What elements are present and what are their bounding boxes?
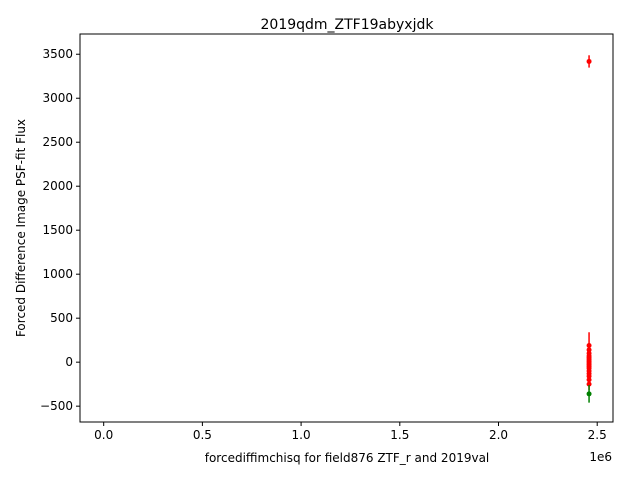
x-tick-label: 1.0 <box>292 428 311 442</box>
plot-frame <box>79 33 614 423</box>
y-axis: −500 0 500 1000 1500 2000 2500 3000 3500 <box>40 47 80 413</box>
x-tick-label: 2.5 <box>588 428 607 442</box>
data-point <box>586 391 592 397</box>
y-tick-label: 500 <box>50 311 73 325</box>
y-axis-label: Forced Difference Image PSF-fit Flux <box>14 119 28 337</box>
x-tick-label: 2.0 <box>489 428 508 442</box>
x-axis-label: forcediffimchisq for field876 ZTF_r and … <box>205 451 490 465</box>
y-tick-label: 3000 <box>42 91 73 105</box>
x-tick-label: 0.0 <box>94 428 113 442</box>
y-tick-label: 2500 <box>42 135 73 149</box>
y-tick-label: 2000 <box>42 179 73 193</box>
data-point <box>586 58 592 64</box>
plot-area <box>586 55 592 403</box>
y-tick-label: 1500 <box>42 223 73 237</box>
y-tick-label: 1000 <box>42 267 73 281</box>
data-point <box>586 381 592 387</box>
y-tick-label: −500 <box>40 399 73 413</box>
y-tick-label: 3500 <box>42 47 73 61</box>
x-axis: 0.0 0.5 1.0 1.5 2.0 2.5 <box>94 422 607 442</box>
chart-title: 2019qdm_ZTF19abyxjdk <box>261 17 435 33</box>
y-tick-label: 0 <box>65 355 73 369</box>
x-axis-offset-label: 1e6 <box>589 450 612 464</box>
x-tick-label: 0.5 <box>193 428 212 442</box>
x-tick-label: 1.5 <box>390 428 409 442</box>
